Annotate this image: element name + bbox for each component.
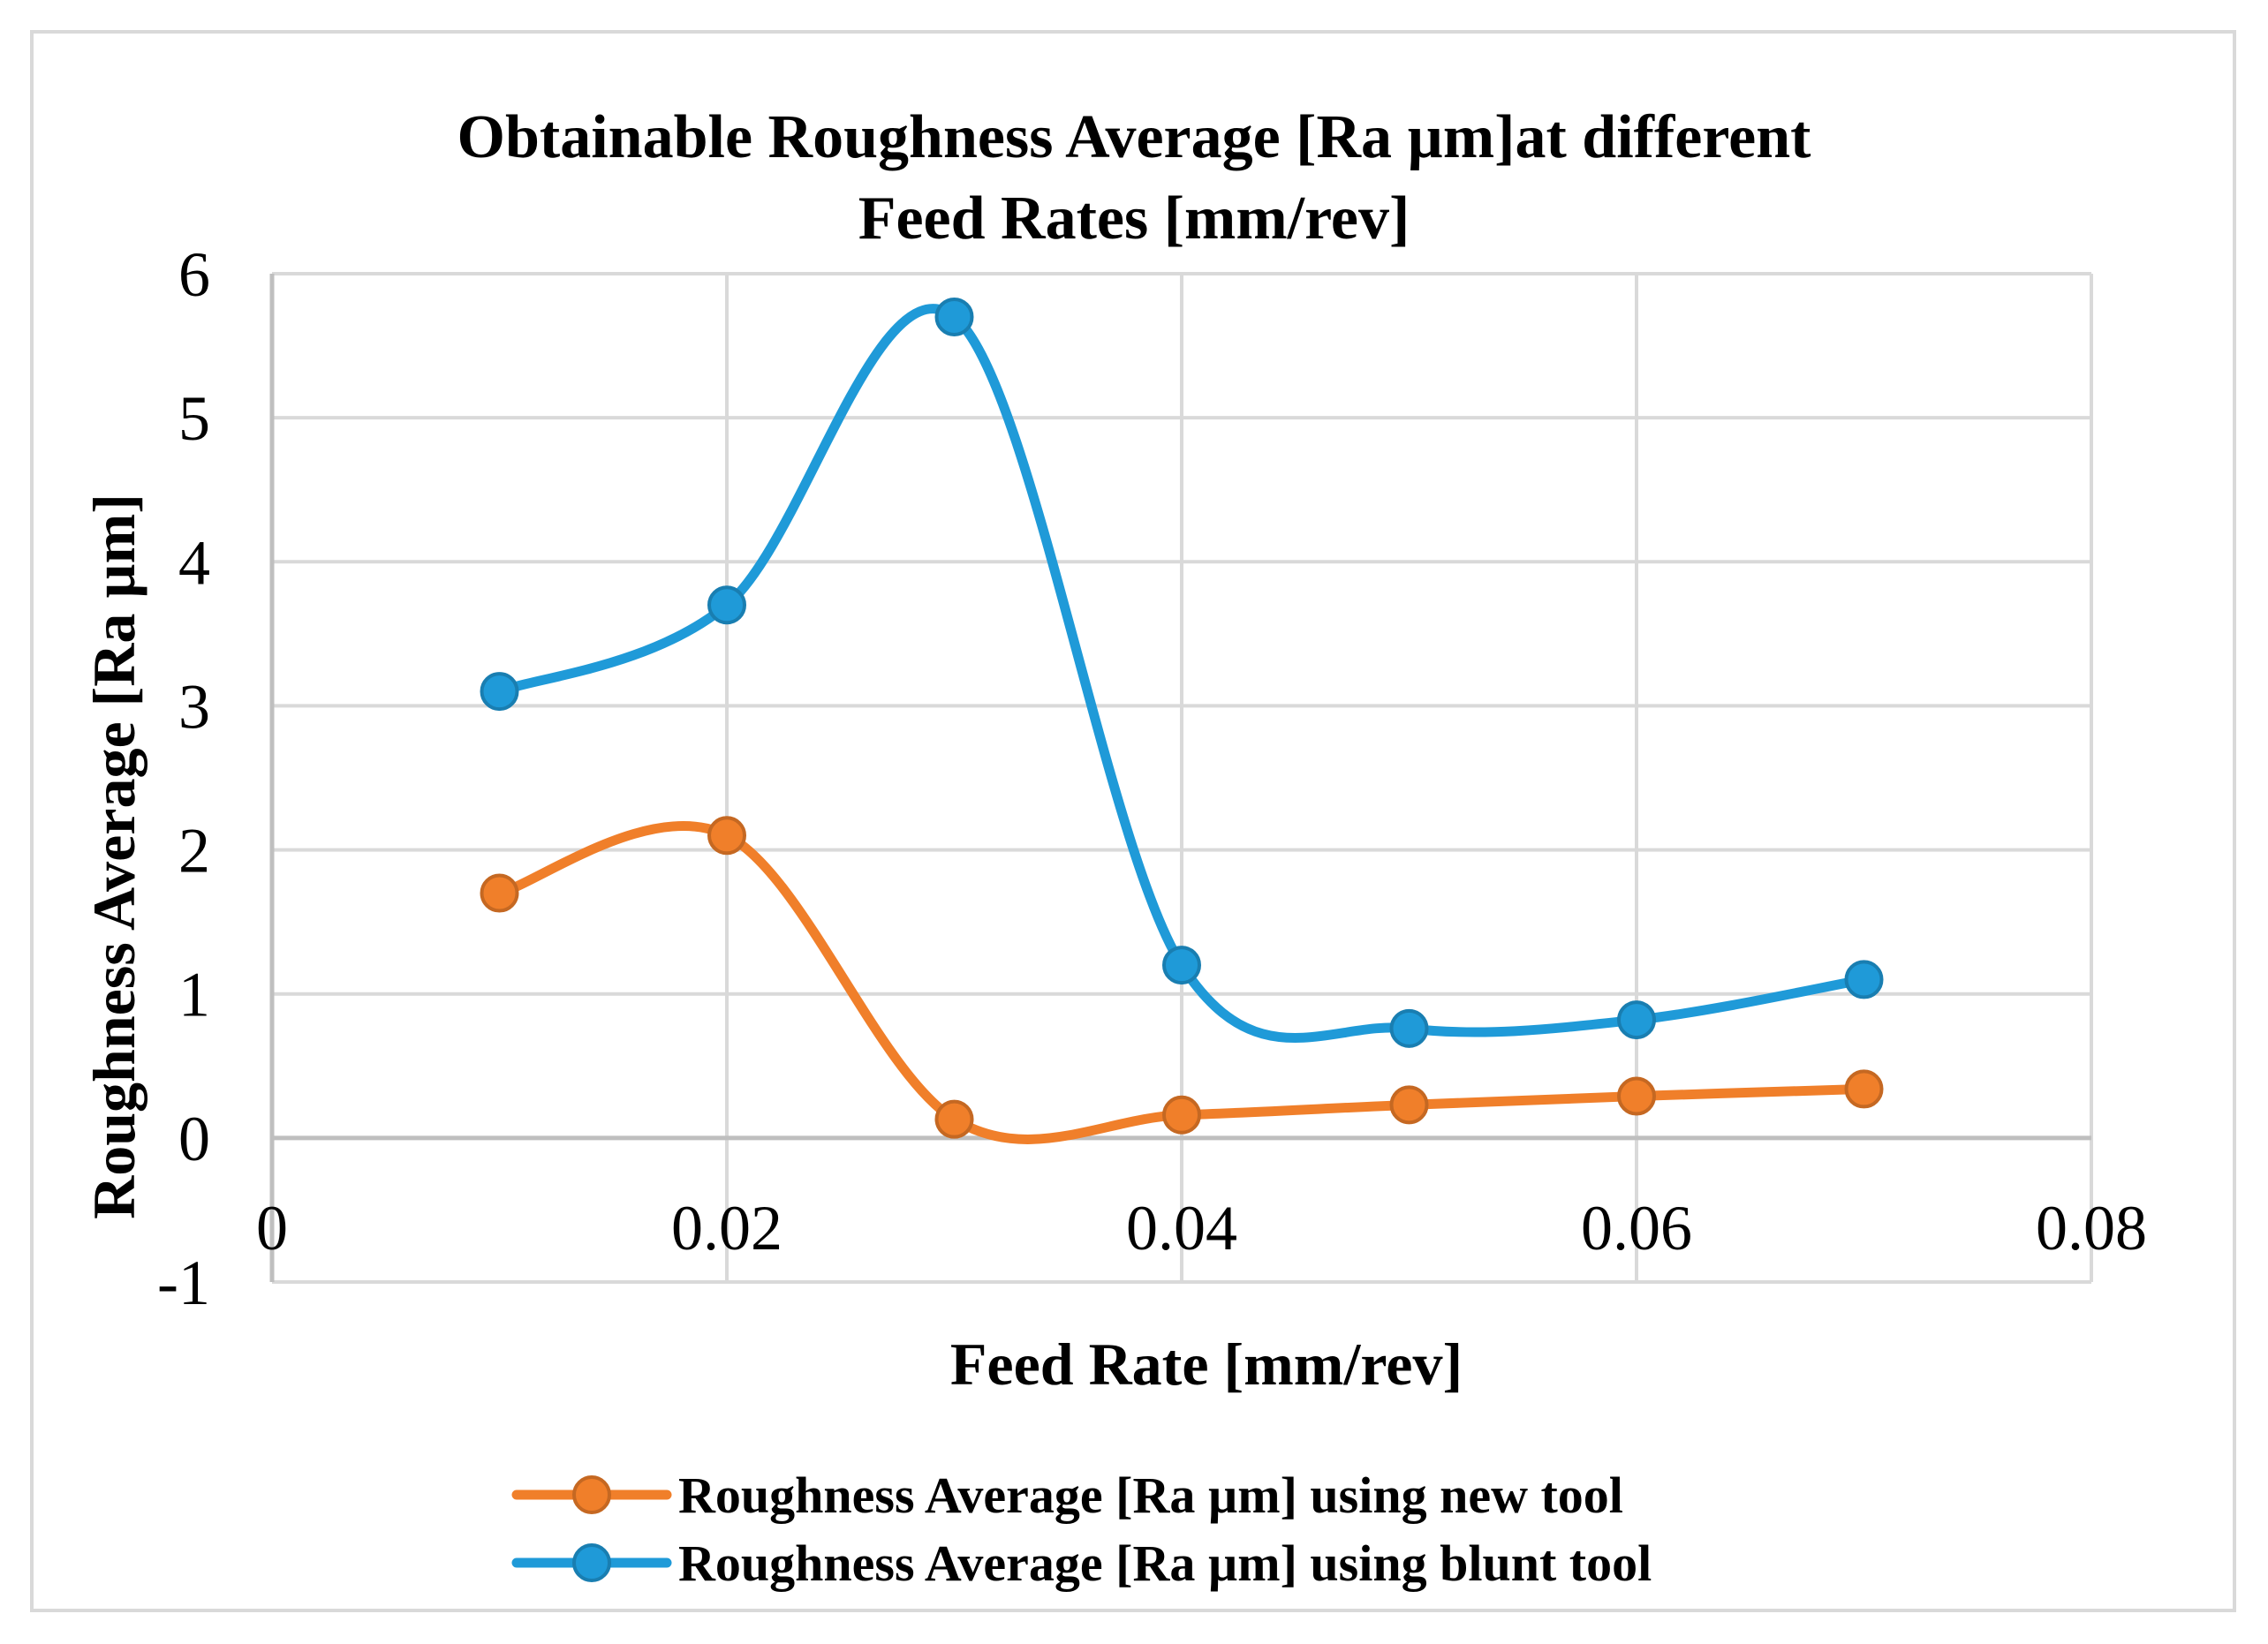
legend-label: Roughness Average [Ra µm] using new tool (678, 1467, 1623, 1524)
x-tick-label: 0.04 (1126, 1193, 1237, 1263)
legend-marker (572, 1543, 611, 1582)
legend-item[interactable]: Roughness Average [Ra µm] using blunt to… (511, 1535, 1652, 1592)
y-tick-label: 3 (178, 671, 210, 742)
x-axis-title: Feed Rate [mm/rev] (950, 1331, 1463, 1398)
y-axis-title: Roughness Average [Ra µm] (80, 494, 147, 1219)
data-point (1389, 1008, 1429, 1048)
data-point (1162, 946, 1201, 985)
y-tick-label: -1 (157, 1248, 210, 1318)
y-tick-label: 6 (178, 239, 210, 310)
data-point (1617, 1076, 1656, 1116)
y-tick-label: 0 (178, 1104, 210, 1174)
series-blunt-tool (480, 297, 1884, 1048)
data-point (1844, 960, 1884, 999)
chart-title: Obtainable Roughness Average [Ra µm]at d… (457, 103, 1811, 253)
data-point (480, 873, 519, 913)
series (480, 297, 1884, 1144)
data-point (934, 1099, 974, 1139)
x-tick-label: 0.02 (671, 1193, 782, 1263)
y-tick-label: 2 (178, 816, 210, 886)
legend[interactable]: Roughness Average [Ra µm] using new tool… (511, 1467, 1652, 1592)
y-tick-label: 1 (178, 960, 210, 1030)
data-point (1844, 1069, 1884, 1109)
data-point (707, 585, 746, 625)
data-point (934, 297, 974, 336)
series-line (495, 304, 1869, 1043)
series-new-tool (480, 816, 1884, 1144)
x-tick-label: 0.08 (2036, 1193, 2147, 1263)
data-point (480, 672, 519, 712)
legend-item[interactable]: Roughness Average [Ra µm] using new tool (511, 1467, 1623, 1524)
chart-frame (30, 30, 2236, 1612)
axes (269, 274, 2091, 1282)
y-tick-label: 5 (178, 383, 210, 454)
legend-marker (572, 1475, 611, 1514)
y-tick-label: 4 (178, 527, 210, 598)
x-tick-label: 0 (256, 1193, 288, 1263)
x-tick-label: 0.06 (1581, 1193, 1692, 1263)
y-tick-labels: -1 0 1 2 3 4 5 6 (157, 239, 210, 1318)
x-tick-labels: 0 0.02 0.04 0.06 0.08 (256, 1193, 2147, 1263)
data-point (707, 816, 746, 856)
data-point (1389, 1085, 1429, 1125)
chart-title-line-1: Obtainable Roughness Average [Ra µm]at d… (457, 103, 1811, 171)
data-point (1162, 1095, 1201, 1135)
chart-title-line-2: Feed Rates [mm/rev] (858, 185, 1410, 253)
legend-label: Roughness Average [Ra µm] using blunt to… (678, 1535, 1652, 1592)
data-point (1617, 1000, 1656, 1040)
